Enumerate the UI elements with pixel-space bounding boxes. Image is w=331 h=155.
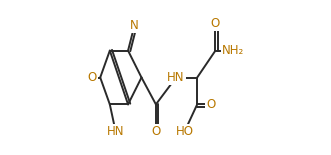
Text: HN: HN xyxy=(107,125,124,138)
Text: O: O xyxy=(151,125,161,138)
Text: NH₂: NH₂ xyxy=(221,44,244,57)
Text: O: O xyxy=(87,71,97,84)
Text: HN: HN xyxy=(167,71,185,84)
Text: N: N xyxy=(130,19,139,32)
Text: O: O xyxy=(211,17,220,30)
Text: HO: HO xyxy=(176,125,194,138)
Text: O: O xyxy=(206,98,215,111)
